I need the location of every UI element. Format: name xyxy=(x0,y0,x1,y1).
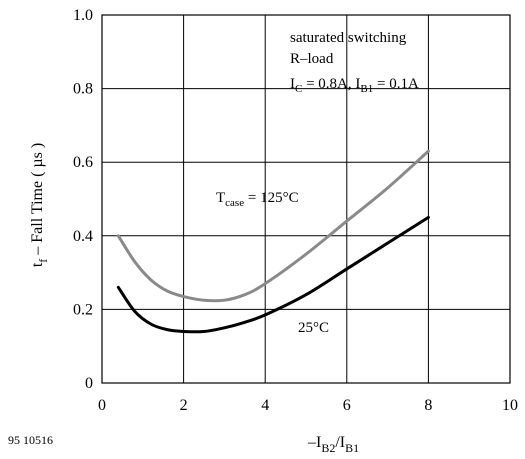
x-axis-label: –IB2/IB1 xyxy=(307,434,359,455)
y-tick-label: 0.8 xyxy=(73,81,93,98)
x-tick-label: 4 xyxy=(261,397,269,414)
plot-frame xyxy=(101,14,511,384)
y-tick-label: 0.4 xyxy=(73,228,93,245)
y-tick-label: 0.6 xyxy=(73,154,93,171)
condition-line-3: IC = 0.8A, IB1 = 0.1A xyxy=(290,76,419,95)
figure-id: 95 10516 xyxy=(8,433,53,447)
y-tick-label: 0 xyxy=(85,375,93,392)
x-tick-label: 0 xyxy=(98,397,106,414)
y-tick-label: 1.0 xyxy=(73,7,93,24)
grid-lines xyxy=(102,15,510,383)
axes: 0 2 4 6 8 10 0 0.2 0.4 0.6 0.8 1.0 xyxy=(73,7,518,414)
x-tick-label: 8 xyxy=(424,397,432,414)
x-tick-label: 2 xyxy=(180,397,188,414)
y-tick-label: 0.2 xyxy=(73,301,93,318)
x-tick-label: 10 xyxy=(502,397,518,414)
condition-line-2: R–load xyxy=(290,51,334,67)
series-label-125c: Tcase = 125°C xyxy=(216,190,299,209)
series-line-125c xyxy=(116,149,430,303)
y-axis-label: tf – Fall Time ( µs ) xyxy=(29,143,50,267)
series-line-25c xyxy=(116,215,430,334)
condition-line-1: saturated switching xyxy=(290,30,407,46)
x-tick-label: 6 xyxy=(343,397,351,414)
series-label-25c: 25°C xyxy=(298,320,329,336)
series-layer xyxy=(116,149,430,334)
